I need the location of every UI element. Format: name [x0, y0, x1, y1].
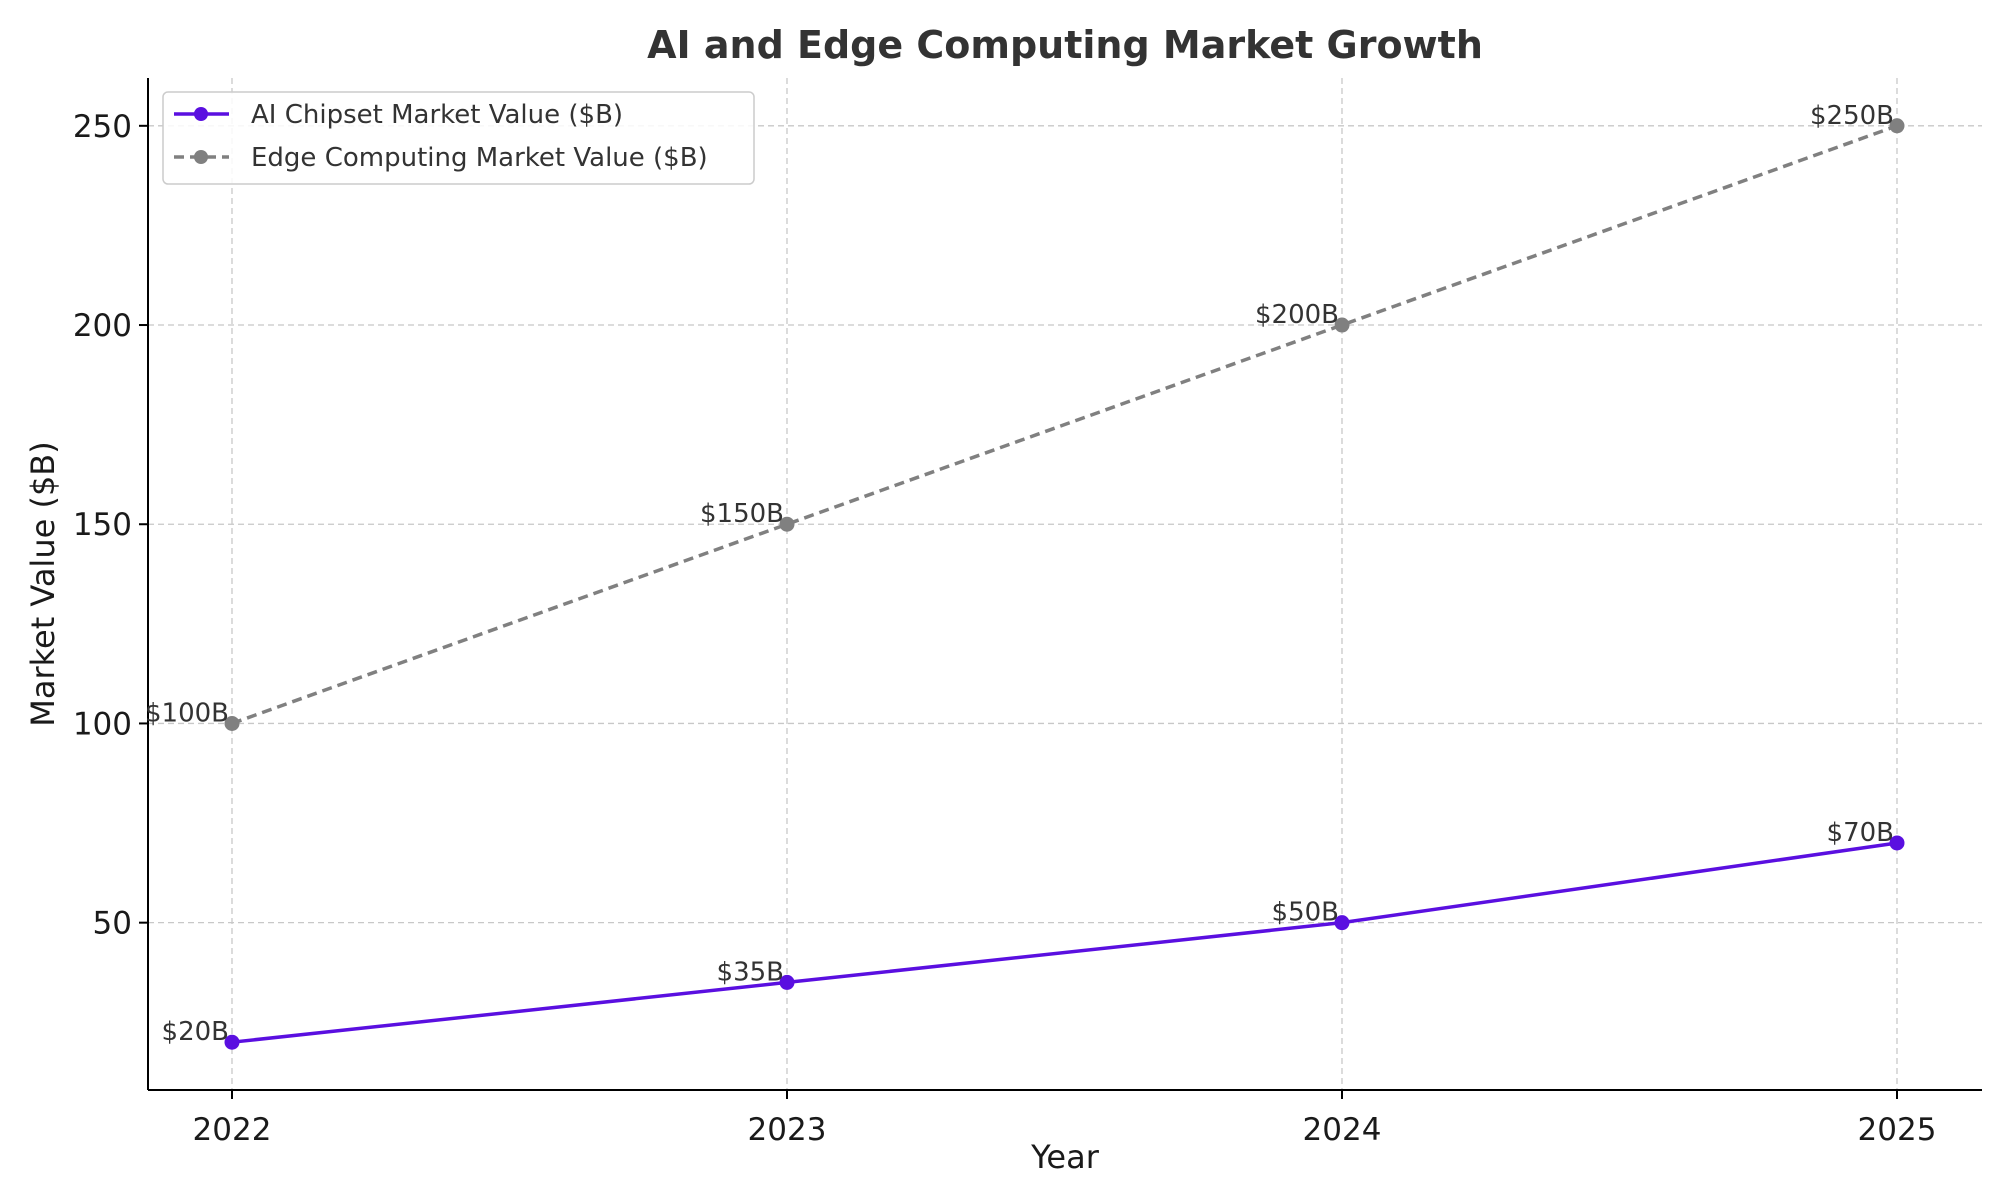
x-tick-label-2023: 2023: [748, 1112, 827, 1148]
data-label-ai-chipset-2024: $50B: [1272, 898, 1339, 928]
y-tick-label-200: 200: [73, 308, 132, 344]
data-point-ai-chipset-2025: [1889, 835, 1905, 851]
series-line-ai-chipset: [231, 841, 1898, 1044]
series-line-edge-computing: [231, 124, 1898, 726]
x-tick-label-2025: 2025: [1858, 1112, 1937, 1148]
data-label-edge-computing-2025: $250B: [1810, 101, 1894, 131]
legend-label-ai-chipset: AI Chipset Market Value ($B): [251, 100, 623, 130]
x-axis-label: Year: [1030, 1138, 1100, 1176]
data-point-edge-computing-2022: [224, 715, 240, 731]
y-tick-label-250: 250: [73, 109, 132, 145]
legend: AI Chipset Market Value ($B) Edge Comput…: [162, 91, 755, 185]
y-axis-label: Market Value ($B): [24, 441, 62, 727]
data-label-edge-computing-2024: $200B: [1255, 300, 1339, 330]
data-point-ai-chipset-2023: [779, 974, 795, 990]
data-point-ai-chipset-2024: [1334, 915, 1350, 931]
grid-lines: [148, 78, 1982, 1090]
chart-title: AI and Edge Computing Market Growth: [647, 23, 1483, 67]
data-label-edge-computing-2022: $100B: [145, 698, 229, 728]
data-point-edge-computing-2023: [779, 516, 795, 532]
data-label-ai-chipset-2023: $35B: [717, 957, 784, 987]
data-label-ai-chipset-2022: $20B: [162, 1017, 229, 1047]
x-tick-label-2022: 2022: [193, 1112, 272, 1148]
data-label-ai-chipset-2025: $70B: [1827, 818, 1894, 848]
y-tick-label-150: 150: [73, 507, 132, 543]
data-point-edge-computing-2024: [1334, 317, 1350, 333]
series: [224, 118, 1905, 1050]
legend-marker-ai-chipset: [194, 107, 208, 121]
data-point-ai-chipset-2022: [224, 1034, 240, 1050]
legend-marker-edge-computing: [194, 150, 208, 164]
axes: 2022 2023 2024 2025 50 100 150 200 250: [73, 78, 1982, 1148]
data-label-edge-computing-2023: $150B: [700, 499, 784, 529]
x-tick-label-2024: 2024: [1303, 1112, 1382, 1148]
legend-label-edge-computing: Edge Computing Market Value ($B): [251, 143, 708, 173]
data-labels: $20B $35B $50B $70B $100B $150B $200B $250B: [145, 101, 1894, 1047]
data-point-edge-computing-2025: [1889, 118, 1905, 134]
y-tick-label-50: 50: [93, 906, 132, 942]
y-tick-label-100: 100: [73, 706, 132, 742]
legend-frame: [162, 91, 755, 185]
